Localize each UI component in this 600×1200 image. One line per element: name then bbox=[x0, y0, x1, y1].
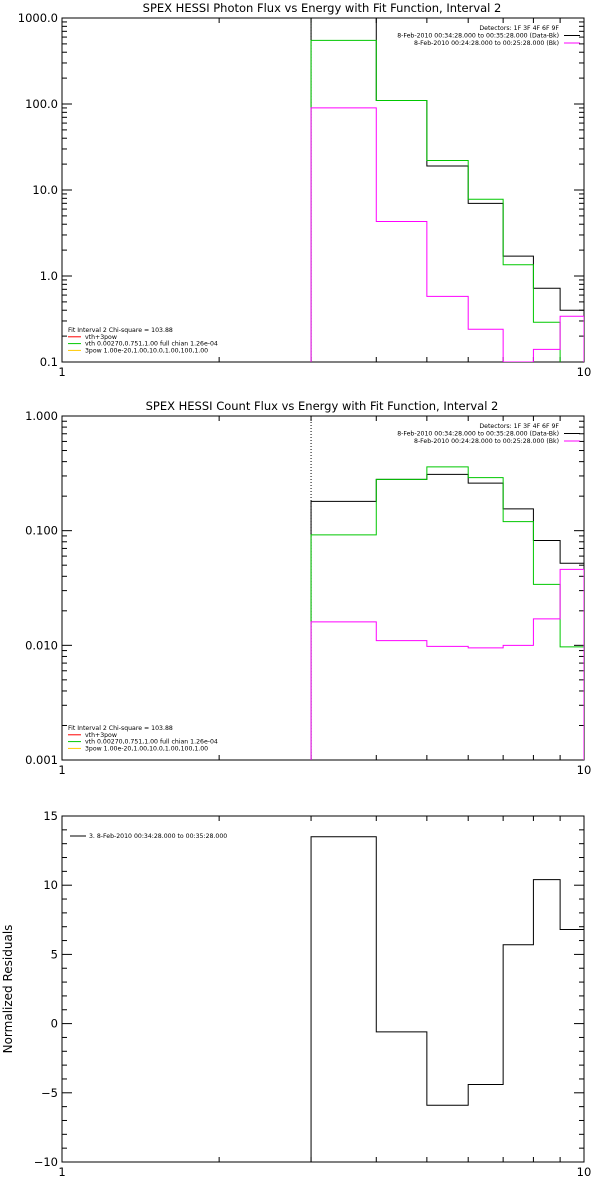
y-tick-label: 0 bbox=[51, 1017, 58, 1031]
chart-title: SPEX HESSI Photon Flux vs Energy with Fi… bbox=[143, 1, 502, 15]
series-step-line bbox=[310, 836, 584, 1162]
legend-entry: 3pow 1.00e-20,1.00,10.0,1.00,100,1.00 bbox=[85, 347, 208, 354]
y-tick-label: 15 bbox=[43, 809, 58, 823]
legend-entry: vth 0.00270,0.751,1.00 full chian 1.26e-… bbox=[85, 739, 218, 746]
series-step-line bbox=[310, 39, 584, 362]
x-tick-label: 1 bbox=[58, 365, 65, 379]
legend-entry: vth 0.00270,0.751,1.00 full chian 1.26e-… bbox=[85, 341, 218, 348]
y-tick-label: 1.000 bbox=[25, 409, 58, 423]
legend-entry: vth+3pow bbox=[85, 732, 117, 739]
legend-entry: 8-Feb-2010 00:24:28.000 to 00:25:28.000 … bbox=[414, 438, 559, 445]
series-step-line bbox=[310, 568, 584, 760]
series-step-line bbox=[310, 473, 584, 760]
y-tick-label: 0.100 bbox=[25, 524, 58, 538]
y-tick-label: 5 bbox=[51, 947, 58, 961]
x-tick-label: 10 bbox=[577, 763, 592, 777]
count-flux-panel: SPEX HESSI Count Flux vs Energy with Fit… bbox=[25, 399, 591, 777]
y-tick-label: −5 bbox=[41, 1086, 58, 1100]
plot-frame bbox=[61, 415, 585, 761]
y-tick-label: 0.1 bbox=[40, 355, 58, 369]
legend-entry: 8-Feb-2010 00:34:28.000 to 00:35:28.000 … bbox=[397, 33, 559, 40]
y-tick-label: 0.010 bbox=[25, 638, 58, 652]
y-tick-label: 100.0 bbox=[25, 97, 58, 111]
legend-entry: 3pow 1.00e-20,1.00,10.0,1.00,100,1.00 bbox=[85, 745, 208, 752]
x-tick-label: 10 bbox=[577, 1165, 592, 1179]
plot-frame bbox=[61, 17, 585, 363]
legend-entry: Detectors: 1F 3F 4F 6F 9F bbox=[479, 423, 559, 430]
series-step-line bbox=[310, 18, 584, 362]
series-step-line bbox=[310, 107, 584, 362]
plot-frame bbox=[61, 815, 585, 1163]
y-axis-label: Normalized Residuals bbox=[1, 925, 15, 1054]
legend-entry: 8-Feb-2010 00:34:28.000 to 00:35:28.000 … bbox=[397, 431, 559, 438]
legend-entry: Detectors: 1F 3F 4F 6F 9F bbox=[479, 25, 559, 32]
y-tick-label: −10 bbox=[34, 1155, 58, 1169]
x-tick-label: 10 bbox=[577, 365, 592, 379]
residuals-panel: Normalized Residuals 1 10 15 10 5 0 −5 −10 3. 8-… bbox=[1, 809, 591, 1179]
legend-entry: Fit Interval 2 Chi-square = 103.88 bbox=[68, 327, 173, 334]
legend-entry: vth+3pow bbox=[85, 334, 117, 341]
y-tick-label: 1.0 bbox=[40, 269, 58, 283]
legend-entry: 8-Feb-2010 00:24:28.000 to 00:25:28.000 … bbox=[414, 40, 559, 47]
x-tick-label: 1 bbox=[58, 763, 65, 777]
chart-title: SPEX HESSI Count Flux vs Energy with Fit… bbox=[146, 399, 499, 413]
y-tick-label: 0.001 bbox=[25, 753, 58, 767]
y-tick-label: 10 bbox=[43, 878, 58, 892]
legend-entry: 3. 8-Feb-2010 00:34:28.000 to 00:35:28.0… bbox=[89, 833, 227, 840]
y-tick-label: 10.0 bbox=[32, 183, 58, 197]
photon-flux-panel: SPEX HESSI Photon Flux vs Energy with Fi… bbox=[18, 1, 592, 379]
x-tick-label: 1 bbox=[58, 1165, 65, 1179]
series-step-line bbox=[310, 466, 584, 760]
y-tick-label: 1000.0 bbox=[18, 11, 58, 25]
legend-entry: Fit Interval 2 Chi-square = 103.88 bbox=[68, 725, 173, 732]
